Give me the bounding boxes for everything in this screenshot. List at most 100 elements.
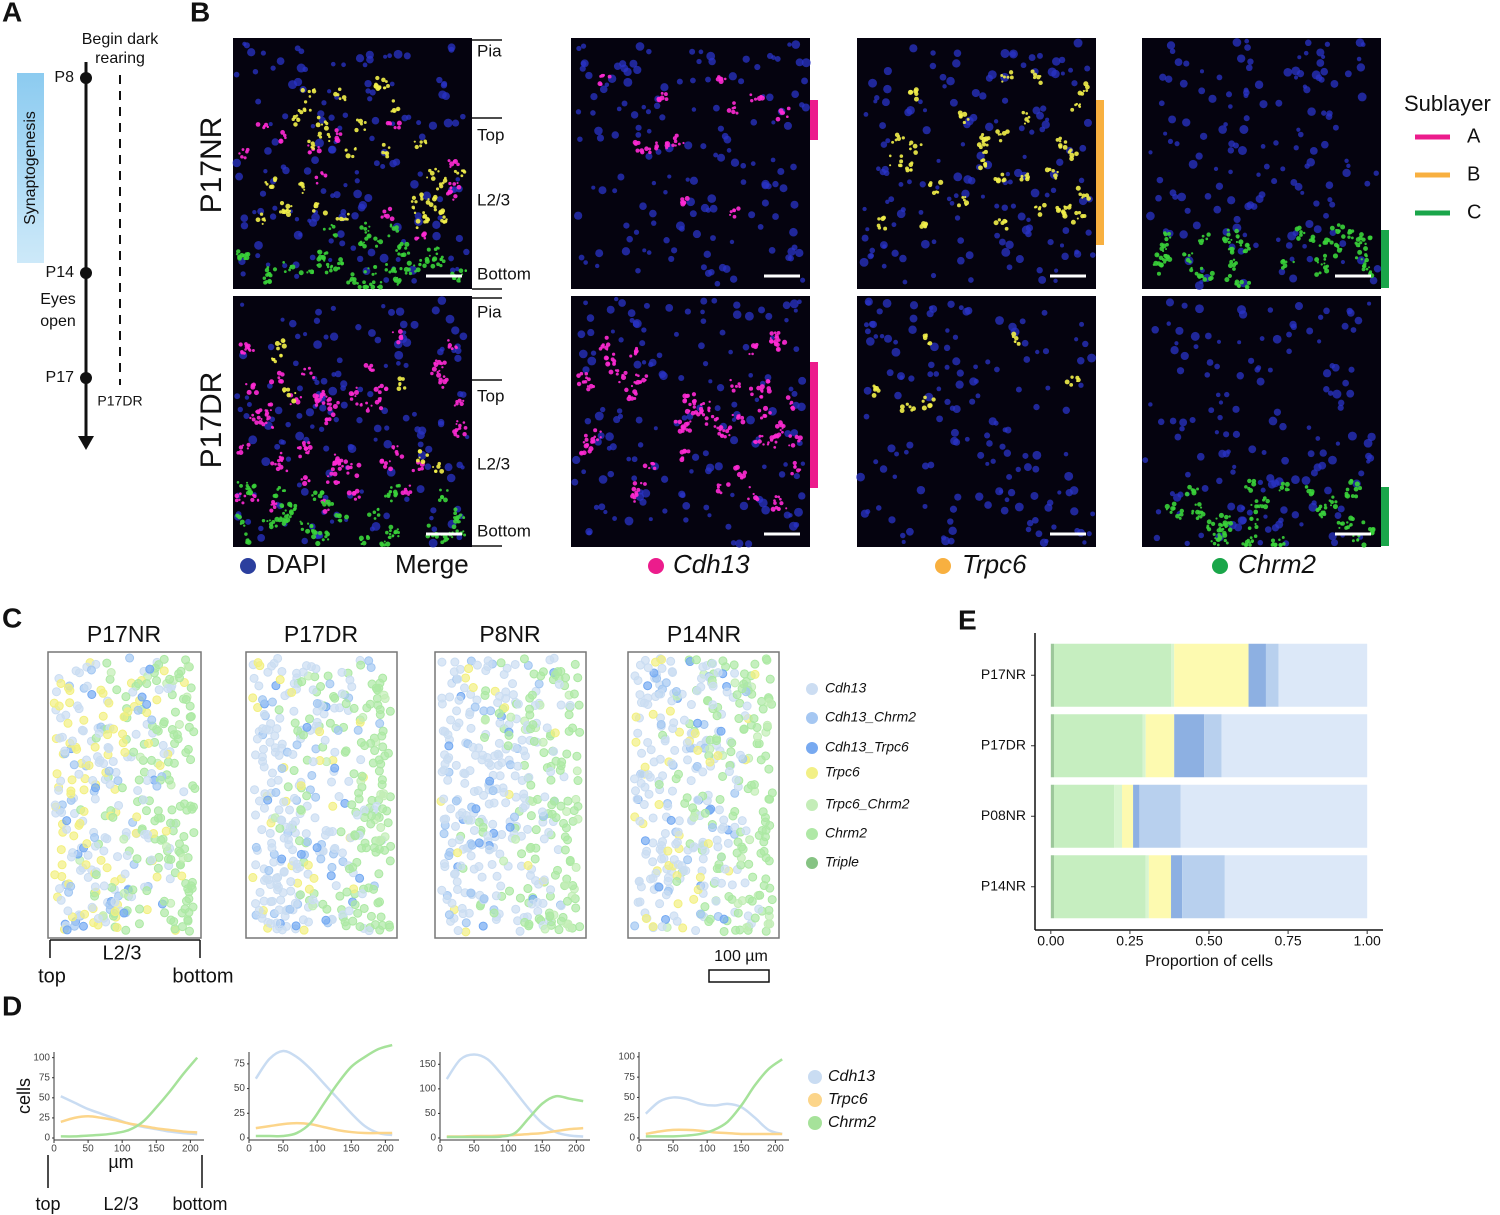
- cell-dot: [134, 680, 142, 688]
- image-dot: [418, 171, 423, 176]
- image-dot: [310, 524, 313, 527]
- cell-dot: [157, 814, 165, 822]
- image-dot: [1323, 369, 1331, 377]
- image-dot: [1323, 308, 1330, 315]
- image-dot: [723, 265, 731, 273]
- cell-dot: [724, 839, 732, 847]
- cell-dot: [103, 659, 111, 667]
- cell-dot: [453, 878, 461, 886]
- image-dot: [647, 250, 652, 255]
- cell-dot: [574, 777, 582, 785]
- image-dot: [290, 505, 292, 507]
- image-dot: [244, 42, 250, 48]
- image-dot: [1062, 213, 1067, 218]
- cell-dot: [324, 672, 332, 680]
- image-dot: [1042, 203, 1047, 208]
- image-dot: [750, 392, 754, 396]
- image-dot: [1037, 53, 1043, 59]
- image-dot: [1059, 137, 1062, 140]
- image-dot: [718, 76, 721, 79]
- image-dot: [366, 409, 370, 413]
- image-dot: [1014, 336, 1018, 340]
- image-dot: [280, 130, 285, 135]
- image-dot: [326, 532, 330, 536]
- cell-dot: [123, 851, 131, 859]
- cell-dot: [319, 900, 327, 908]
- image-dot: [1302, 244, 1307, 249]
- image-dot: [1228, 248, 1230, 250]
- image-dot: [606, 342, 611, 347]
- image-dot: [612, 353, 615, 356]
- image-dot: [1061, 209, 1066, 214]
- image-dot: [720, 426, 722, 428]
- image-dot: [700, 143, 706, 149]
- image-dot: [1055, 206, 1059, 210]
- image-dot: [1330, 504, 1332, 506]
- spatial-map: [628, 652, 779, 938]
- image-dot: [1358, 486, 1362, 490]
- image-dot: [320, 171, 323, 174]
- cell-dot: [162, 827, 170, 835]
- image-dot: [1346, 390, 1354, 398]
- image-dot: [736, 416, 740, 420]
- cell-dot: [254, 659, 262, 667]
- cell-dot: [514, 700, 522, 708]
- image-dot: [238, 499, 240, 501]
- image-dot: [709, 401, 711, 403]
- image-dot: [422, 264, 426, 268]
- cell-dot: [56, 885, 64, 893]
- image-dot: [1253, 510, 1258, 515]
- image-dot: [459, 513, 462, 516]
- x-tick-label: 0: [51, 1144, 57, 1155]
- cell-dot: [673, 877, 681, 885]
- legend-marker: [806, 683, 818, 695]
- cell-dot: [91, 795, 99, 803]
- image-dot: [1228, 241, 1231, 244]
- y-tick-label: 0: [629, 1133, 635, 1144]
- image-dot: [793, 346, 799, 352]
- cell-dot: [274, 886, 282, 894]
- cell-dot: [331, 704, 339, 712]
- layer-label: Pia: [477, 302, 502, 321]
- image-dot: [353, 491, 357, 495]
- cell-dot: [252, 751, 260, 759]
- image-dot: [257, 416, 261, 420]
- image-dot: [754, 440, 758, 444]
- image-dot: [314, 318, 320, 324]
- image-dot: [317, 250, 322, 255]
- image-dot: [729, 72, 737, 80]
- image-dot: [1051, 70, 1060, 79]
- image-dot: [947, 197, 952, 202]
- cell-dot: [304, 861, 312, 869]
- cell-dot: [88, 903, 96, 911]
- image-dot: [785, 254, 792, 261]
- cell-dot: [184, 745, 192, 753]
- image-dot: [440, 495, 444, 499]
- image-dot: [460, 114, 466, 120]
- image-dot: [1328, 456, 1337, 465]
- cell-dot: [313, 718, 321, 726]
- image-dot: [953, 172, 962, 181]
- image-dot: [1157, 177, 1164, 184]
- image-dot: [455, 518, 458, 521]
- image-dot: [587, 357, 596, 366]
- image-dot: [344, 99, 347, 102]
- cell-dot: [249, 874, 257, 882]
- image-dot: [442, 92, 450, 100]
- image-dot: [239, 492, 242, 495]
- image-dot: [399, 244, 401, 246]
- image-dot: [453, 516, 456, 519]
- row-label: P17NR: [195, 117, 228, 214]
- cell-dot: [260, 763, 268, 771]
- cell-dot: [310, 874, 318, 882]
- image-dot: [932, 239, 937, 244]
- cell-dot: [153, 873, 161, 881]
- cell-dot: [442, 815, 450, 823]
- image-dot: [412, 412, 417, 417]
- cell-dot: [697, 683, 705, 691]
- image-dot: [1312, 500, 1317, 505]
- image-dot: [1074, 337, 1078, 341]
- cell-dot: [550, 797, 558, 805]
- image-dot: [671, 247, 677, 253]
- bar-segment: [1181, 785, 1368, 848]
